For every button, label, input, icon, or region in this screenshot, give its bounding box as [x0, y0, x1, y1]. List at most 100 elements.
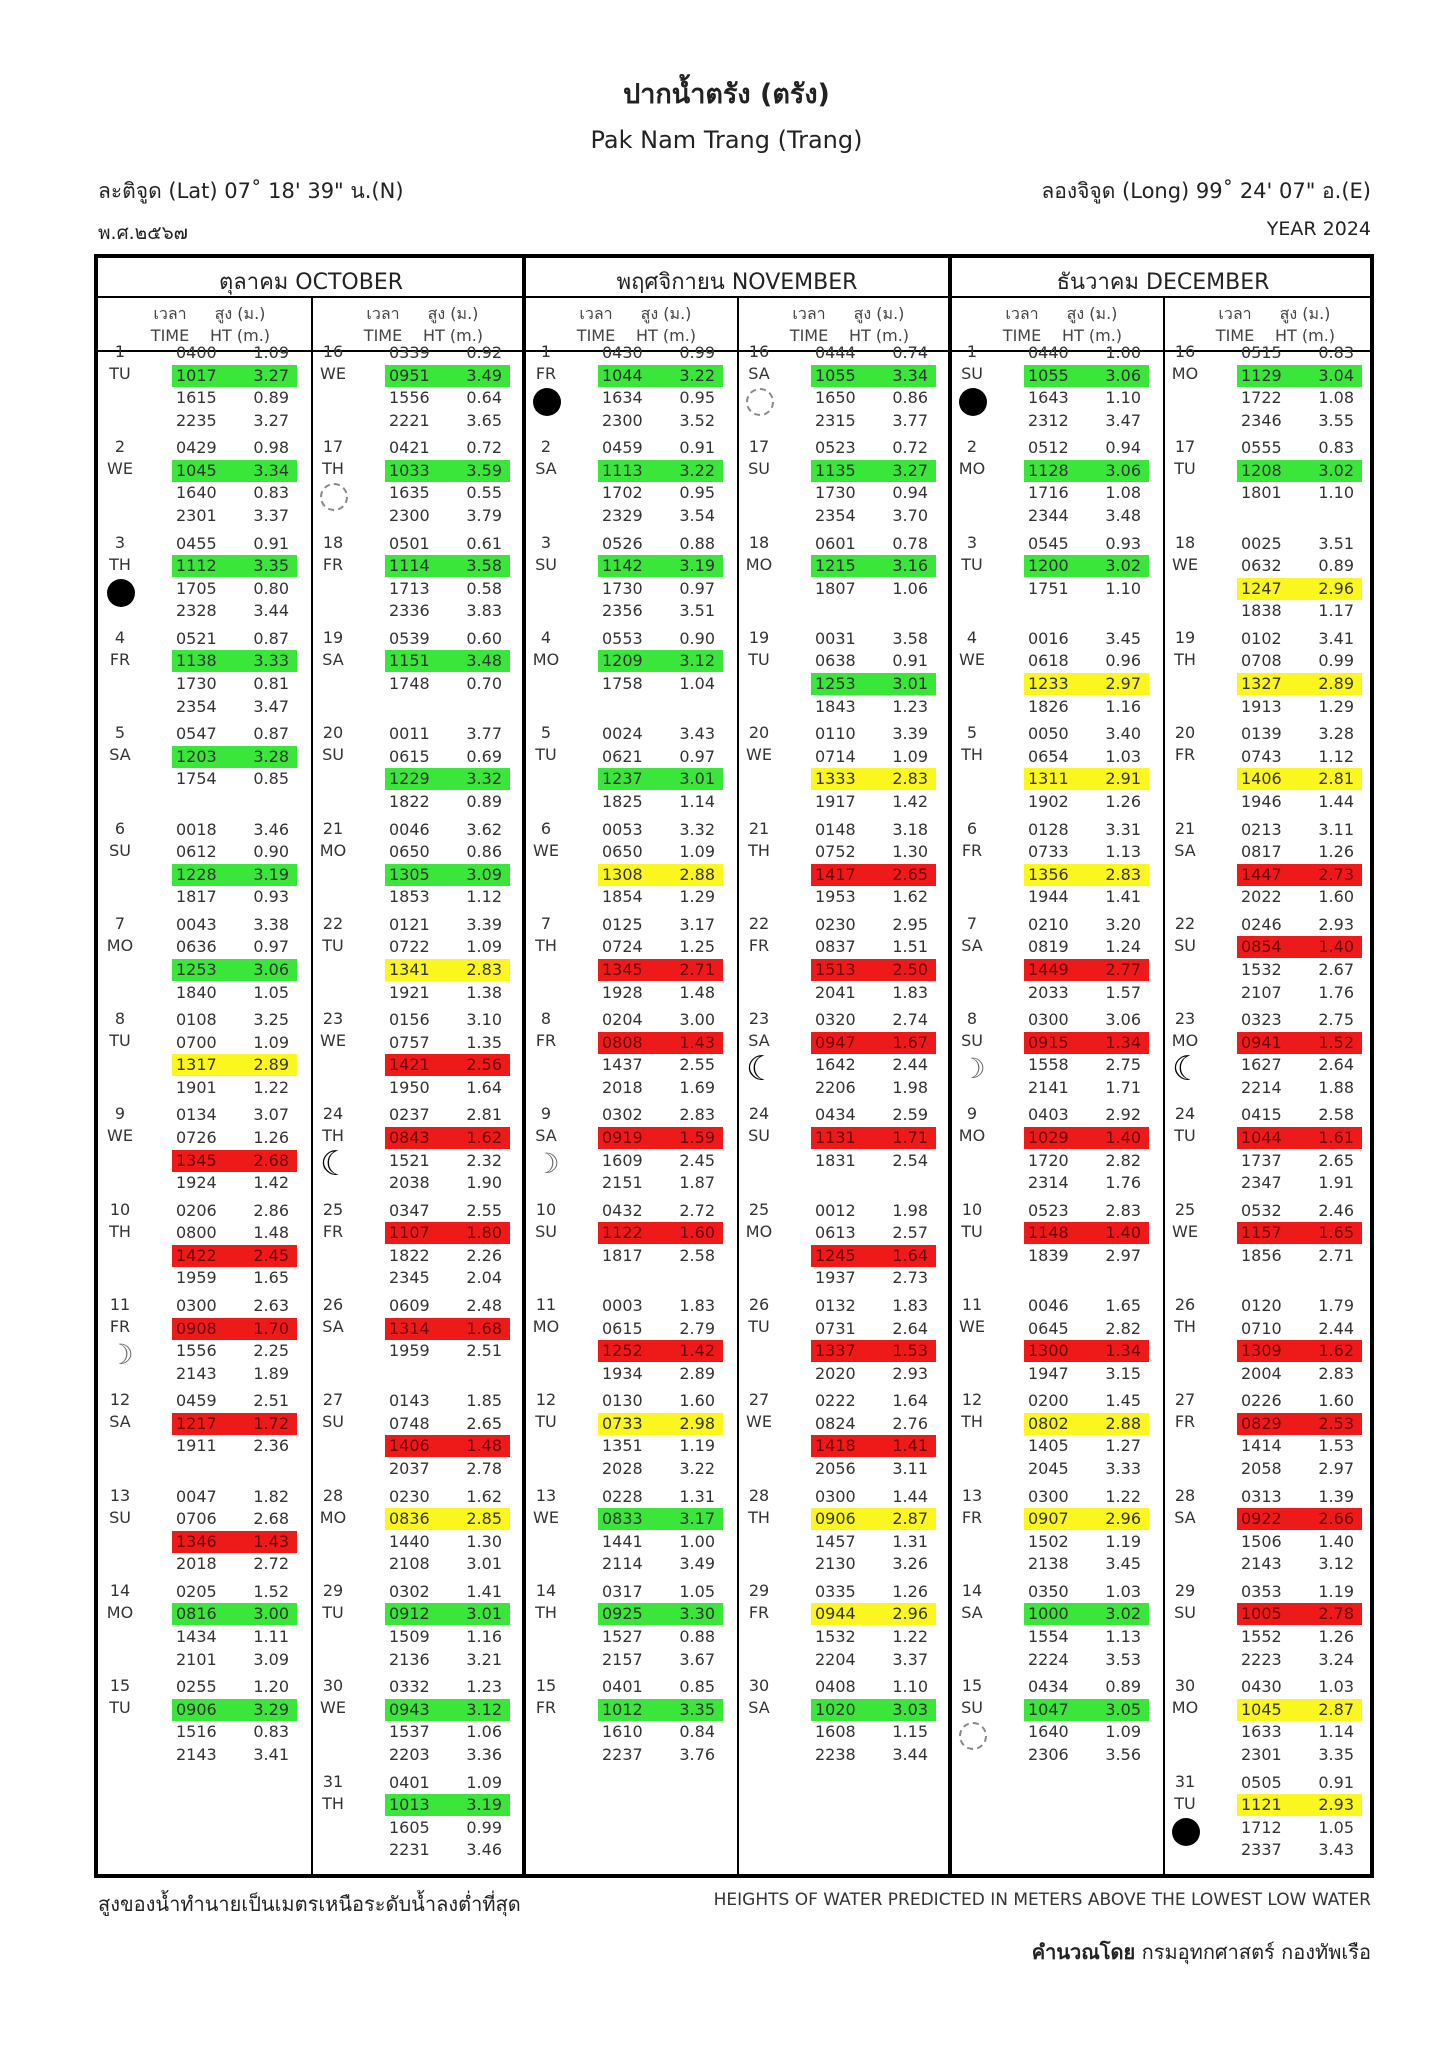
- tide-time: 1838: [1241, 601, 1282, 621]
- day-block: 30 SA 0408 1.10 1020 3.03 1608 1.15 2238 3.44: [741, 1676, 946, 1768]
- tide-time: 0429: [176, 438, 217, 458]
- tide-time: 0440: [1028, 343, 1069, 362]
- tide-time: 1537: [389, 1722, 430, 1742]
- tide-row: 1337 1.53: [811, 1340, 936, 1363]
- column-header-time: TIME: [150, 326, 190, 345]
- tide-height: 1.60: [1318, 887, 1354, 907]
- weekday: MO: [1171, 1698, 1199, 1718]
- tide-row: 1840 1.05: [172, 982, 297, 1004]
- month-title-divider: [98, 296, 1370, 298]
- tide-time: 0915: [1028, 1032, 1069, 1052]
- tide-row: 2058 2.97: [1237, 1458, 1362, 1480]
- tide-height: 2.32: [466, 1150, 502, 1170]
- month-title: ตุลาคม OCTOBER: [218, 270, 404, 295]
- tide-row: 0816 3.00: [172, 1603, 297, 1626]
- tide-time: 1730: [815, 483, 856, 503]
- tide-height: 3.38: [253, 914, 289, 934]
- weekday: SU: [109, 840, 131, 860]
- day-number: 18: [748, 532, 770, 552]
- tide-height: 2.93: [1318, 1795, 1354, 1815]
- tide-time: 1148: [1028, 1223, 1069, 1243]
- tide-row: 1148 1.40: [1024, 1222, 1149, 1245]
- month-divider: [522, 258, 526, 1874]
- weekday: TU: [1174, 1126, 1196, 1146]
- tide-time: 1640: [1028, 1722, 1069, 1742]
- tide-time: 0854: [1241, 937, 1282, 957]
- tide-row: 1406 2.81: [1237, 768, 1362, 791]
- tide-height: 3.06: [253, 959, 289, 979]
- tide-time: 0829: [1241, 1413, 1282, 1433]
- tide-height: 3.09: [253, 1649, 289, 1669]
- tide-row: 1825 1.14: [598, 791, 723, 813]
- tide-row: 1311 2.91: [1024, 768, 1149, 791]
- day-number: 12: [961, 1390, 983, 1410]
- tide-height: 3.41: [1318, 628, 1354, 648]
- tide-row: 0907 2.96: [1024, 1508, 1149, 1531]
- day-block: 2 SA 0459 0.91 1113 3.22 1702 0.95 2329 3.54: [528, 437, 733, 529]
- day-number: 25: [1174, 1199, 1196, 1219]
- column-header-height: สูง (ม.): [427, 304, 479, 323]
- column-header-height: HT (m.): [848, 326, 910, 345]
- tide-row: 0941 1.52: [1237, 1031, 1362, 1054]
- weekday: WE: [107, 459, 133, 479]
- tide-height: 3.28: [1318, 724, 1354, 744]
- tide-row: 1114 3.58: [385, 555, 510, 578]
- tide-time: 0237: [389, 1105, 430, 1125]
- tide-time: 0332: [389, 1677, 430, 1697]
- tide-time: 0615: [602, 1318, 643, 1338]
- tide-height: 2.04: [466, 1268, 502, 1288]
- weekday: FR: [748, 935, 770, 955]
- tide-row: 1142 3.19: [598, 555, 723, 578]
- tide-row: 1245 1.64: [811, 1244, 936, 1267]
- day-block: 26 SA 0609 2.48 1314 1.68 1959 2.51: [315, 1295, 520, 1387]
- weekday: MO: [319, 840, 347, 860]
- tide-row: 1005 2.78: [1237, 1603, 1362, 1626]
- tide-time: 1807: [815, 578, 856, 598]
- tide-row: 1944 1.41: [1024, 886, 1149, 908]
- tide-height: 0.94: [892, 483, 928, 503]
- tide-time: 0120: [1241, 1296, 1282, 1315]
- tide-height: 2.58: [1318, 1105, 1354, 1125]
- day-block: 8 SU ☽ 0300 3.06 0915 1.34 1558 2.75 2141 1.71: [954, 1009, 1159, 1101]
- tide-row: 1128 3.06: [1024, 459, 1149, 482]
- tide-row: 1033 3.59: [385, 459, 510, 482]
- tide-time: 0906: [815, 1509, 856, 1529]
- tide-time: 1944: [1028, 887, 1069, 907]
- tide-height: 1.34: [1105, 1341, 1141, 1361]
- tide-row: 0615 0.69: [385, 746, 510, 768]
- tide-row: 0300 2.63: [172, 1295, 297, 1317]
- tide-height: 3.83: [466, 601, 502, 621]
- tide-height: 1.09: [1105, 1722, 1141, 1742]
- tide-height: 2.97: [1105, 674, 1141, 694]
- longitude-label: ลองจิจูด (Long) 99˚ 24' 07" อ.(E): [1041, 179, 1371, 203]
- day-number: 10: [109, 1199, 131, 1219]
- tide-height: 1.31: [679, 1486, 715, 1506]
- tide-row: 0708 0.99: [1237, 650, 1362, 672]
- day-block: 20 WE 0110 3.39 0714 1.09 1333 2.83 1917 1.42: [741, 723, 946, 815]
- day-number: 1: [540, 342, 552, 361]
- tide-height: 3.22: [679, 1459, 715, 1479]
- tide-height: 2.65: [466, 1413, 502, 1433]
- tide-time: 0521: [176, 628, 217, 648]
- tide-time: 1107: [389, 1223, 430, 1243]
- tide-row: 1309 1.62: [1237, 1340, 1362, 1363]
- tide-height: 0.97: [679, 746, 715, 766]
- day-block: 28 TH 0300 1.44 0906 2.87 1457 1.31 2130 3.26: [741, 1486, 946, 1578]
- tide-height: 2.63: [253, 1296, 289, 1315]
- tide-height: 0.89: [253, 388, 289, 408]
- tide-height: 2.79: [679, 1318, 715, 1338]
- tide-height: 3.01: [466, 1604, 502, 1624]
- tide-row: 0455 0.91: [172, 533, 297, 555]
- tide-time: 1208: [1241, 460, 1282, 480]
- tide-time: 1605: [389, 1817, 430, 1837]
- moon-full-icon: [746, 388, 774, 416]
- tide-height: 0.80: [253, 578, 289, 598]
- tide-time: 2237: [602, 1744, 643, 1764]
- tide-time: 2037: [389, 1459, 430, 1479]
- day-block: 4 WE 0016 3.45 0618 0.96 1233 2.97 1826 1.16: [954, 628, 1159, 720]
- tide-height: 3.46: [466, 1840, 502, 1860]
- tide-time: 0654: [1028, 746, 1069, 766]
- day-number: 25: [748, 1199, 770, 1219]
- tide-height: 3.41: [253, 1744, 289, 1764]
- tide-height: 0.99: [1318, 651, 1354, 671]
